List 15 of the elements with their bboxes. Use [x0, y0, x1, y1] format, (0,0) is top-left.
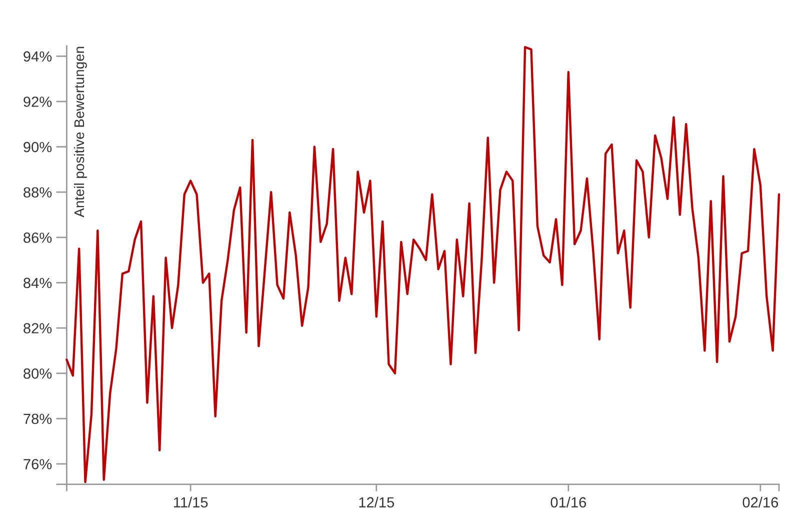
x-tick-label: 12/15 — [359, 496, 394, 508]
y-tick-label: 88% — [24, 187, 52, 198]
y-tick-label: 94% — [24, 51, 52, 62]
y-axis-title: Anteil positive Bewertungen — [74, 46, 87, 218]
x-tick-label: 11/15 — [174, 496, 208, 508]
y-tick-label: 76% — [24, 459, 52, 470]
x-tick-label: 02/16 — [742, 496, 778, 508]
y-tick-label: 78% — [24, 414, 52, 424]
y-tick-label: 90% — [24, 142, 52, 152]
y-tick-label: 80% — [24, 368, 52, 379]
y-tick-label: 84% — [24, 278, 52, 288]
y-tick-label: 82% — [24, 323, 52, 334]
y-tick-label: 86% — [24, 232, 52, 243]
y-tick-label: 92% — [24, 96, 52, 107]
x-tick-label: 01/16 — [550, 496, 586, 508]
